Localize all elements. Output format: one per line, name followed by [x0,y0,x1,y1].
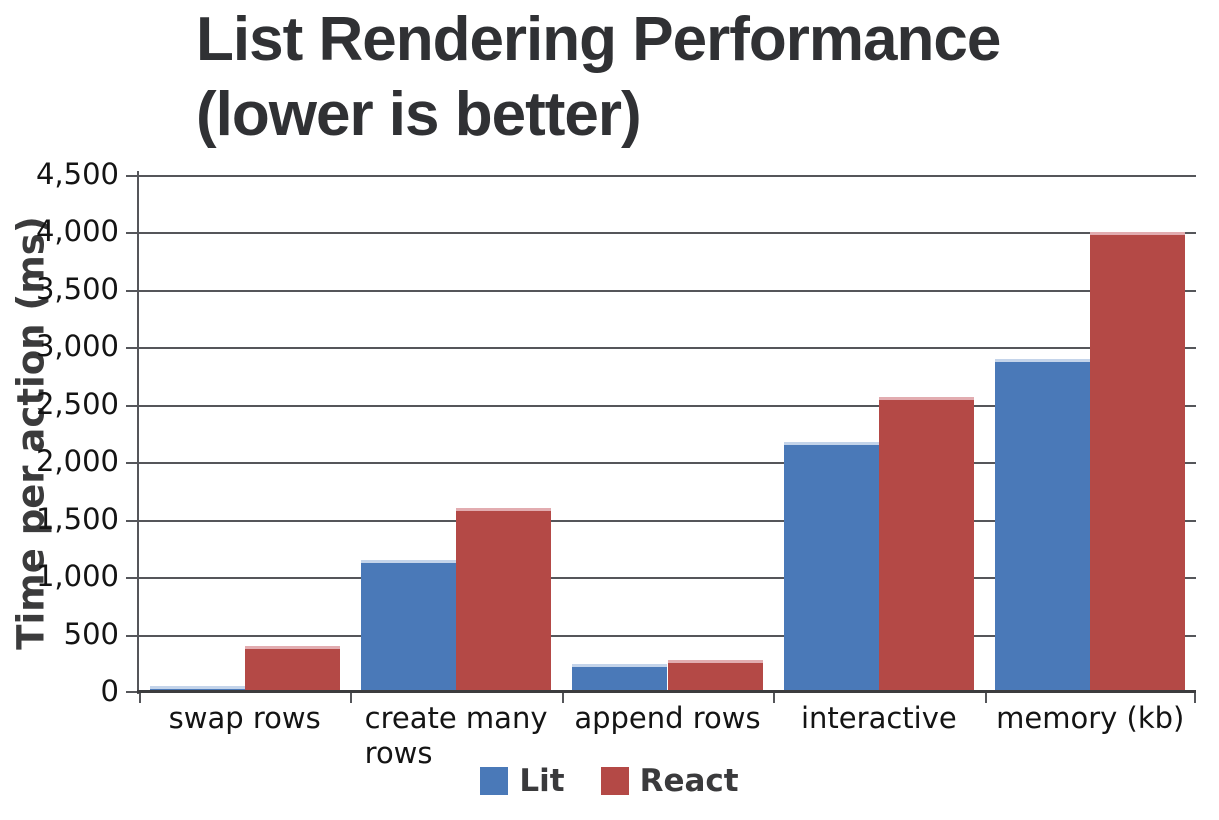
y-axis-tick [126,519,139,522]
category-label-cell: interactive [773,701,984,771]
bar-lit [360,559,457,692]
chart-title-line1: List Rendering Performance [196,5,1001,74]
y-axis-tick [126,232,139,235]
category-label: interactive [801,701,957,735]
x-axis-tick [350,692,353,703]
y-axis-tick [126,404,139,407]
y-tick-label: 1,500 [35,501,119,536]
y-tick-label: 0 [100,674,119,708]
plot-area: 0 500 1,000 1,500 2,000 2,500 3,000 3,500 4,000 4… [36,157,1196,708]
gridline [139,577,1196,580]
legend-swatch-lit [480,767,509,795]
y-tick-label: 3,000 [35,329,119,364]
y-tick-label: 4,000 [35,214,119,249]
gridline [139,519,1196,522]
bar-lit [149,686,245,692]
legend-label: React [639,763,739,799]
y-axis-tick [126,577,139,580]
gridline [139,289,1196,292]
category-label-cell: memory (kb) [985,701,1196,771]
x-axis-tick [561,692,564,703]
bar-lit [572,664,668,692]
legend-swatch-react [600,767,629,795]
bar-react [1090,232,1186,692]
bar-react [667,659,763,692]
category-label-cell: swap rows [139,701,350,771]
y-tick-label: 1,000 [35,559,119,594]
y-tick-label: 500 [63,616,119,651]
x-axis-line [137,690,1196,693]
x-axis-tick [984,692,987,703]
legend: Lit React [0,763,1219,799]
legend-label: Lit [519,763,565,799]
bar-react [244,646,340,692]
category-label: create many rows [364,701,548,770]
y-axis-tick [126,462,139,465]
y-axis-line [137,171,139,694]
y-axis-tick [126,634,139,637]
gridline [139,232,1196,235]
gridline [139,634,1196,637]
bar-react [878,396,975,692]
gridline [139,462,1196,465]
chart-title-line2: (lower is better) [196,80,642,149]
y-axis-tick [126,347,139,350]
category-label-cell: create many rows [350,701,561,771]
y-tick-label: 2,500 [35,386,119,421]
y-tick-label: 2,000 [35,444,119,479]
x-axis-labels: swap rows create many rows append rows inte… [139,701,1196,771]
gridline [139,175,1196,177]
gridline [139,347,1196,350]
category-label-cell: append rows [562,701,773,771]
category-label: memory (kb) [996,701,1185,735]
y-tick-label: 3,500 [35,271,119,306]
x-axis-tick [139,692,141,703]
chart-title: List Rendering Performance (lower is bet… [196,2,1001,152]
bar-lit [783,441,879,692]
category-label: append rows [574,701,761,735]
x-axis-tick [1194,692,1196,703]
y-axis-tick [126,289,139,292]
bar-react [456,508,552,692]
bar-lit [995,358,1091,692]
legend-item-lit: Lit [480,763,565,799]
legend-item-react: React [600,763,739,799]
category-label: swap rows [168,701,321,735]
y-axis-tick [126,175,139,177]
gridline [139,404,1196,407]
y-axis-tick [126,691,139,693]
y-tick-label: 4,500 [35,157,119,191]
x-axis-tick [773,692,776,703]
